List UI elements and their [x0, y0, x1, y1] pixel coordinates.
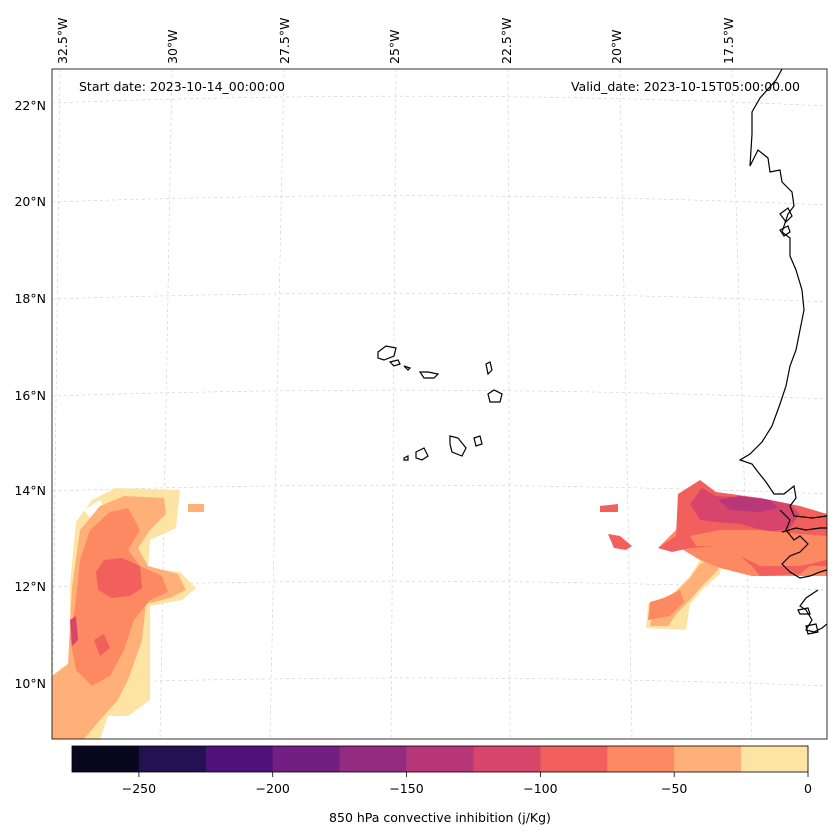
colorbar-swatch-1: [138, 746, 207, 772]
map-frame: [51, 68, 828, 740]
colorbar-tick-m100: −100: [523, 781, 557, 796]
colorbar-swatch-9: [674, 746, 742, 772]
island-brava: [403, 455, 409, 461]
island-santa-luzia: [403, 365, 412, 371]
longitude-labels: 32.5°W 30°W 27.5°W 25°W 22.5°W 20°W 17.5…: [55, 18, 736, 64]
colorbar-tick-m250: −250: [122, 781, 156, 796]
colorbar-tick-m150: −150: [389, 781, 423, 796]
coastlines: [738, 69, 827, 635]
colorbar-swatch-5: [406, 746, 474, 772]
colorbar-swatch-0: [72, 746, 140, 772]
lon-label-32-5w: 32.5°W: [55, 18, 70, 64]
cin-west-fleck: [188, 504, 204, 512]
coastline-gambia: [781, 527, 827, 533]
lat-label-12n: 12°N: [14, 579, 46, 594]
lat-label-14n: 14°N: [14, 483, 46, 498]
lon-label-27-5w: 27.5°W: [277, 18, 292, 64]
lon-label-17-5w: 17.5°W: [721, 18, 736, 64]
island-boa-vista: [487, 389, 503, 403]
colorbar: −250 −200 −150 −100 −50 0 850 hPa convec…: [71, 745, 812, 825]
latitude-labels: 22°N 20°N 18°N 16°N 14°N 12°N 10°N: [14, 98, 46, 691]
lon-label-20w: 20°W: [609, 29, 624, 64]
cin-west-spot-100: [94, 634, 110, 656]
colorbar-ticks: [138, 772, 809, 777]
colorbar-swatch-4: [339, 746, 408, 772]
colorbar-swatch-10: [741, 746, 809, 772]
lat-label-20n: 20°N: [14, 194, 46, 209]
island-maio: [473, 435, 483, 447]
cin-east-fleck-1: [600, 504, 618, 512]
colorbar-tick-0: 0: [804, 781, 812, 796]
lat-label-10n: 10°N: [14, 676, 46, 691]
coastline-senegal-river: [779, 509, 827, 579]
island-sal: [485, 361, 493, 376]
colorbar-swatch-2: [205, 746, 274, 772]
cin-region-west: [52, 488, 204, 739]
coastline-canary-island: [779, 207, 793, 237]
colorbar-swatch-6: [473, 746, 541, 772]
cin-east-band-150: [718, 496, 778, 512]
cin-east-fleck-2: [608, 534, 632, 550]
coastline-guinea: [799, 589, 827, 633]
cin-west-spot-125: [70, 616, 78, 646]
colorbar-swatch-7: [540, 746, 608, 772]
island-sao-vicente: [388, 359, 401, 367]
coastline-west-africa: [738, 69, 827, 519]
cin-west-gap-2: [84, 500, 106, 518]
lat-label-22n: 22°N: [14, 98, 46, 113]
colorbar-frame: [71, 745, 809, 773]
colorbar-tick-m200: −200: [256, 781, 290, 796]
island-santo-antao: [377, 345, 397, 361]
island-sao-nicolau: [418, 371, 440, 379]
colorbar-label: 850 hPa convective inhibition (j/Kg): [329, 810, 551, 825]
lon-label-22-5w: 22.5°W: [499, 18, 514, 64]
colorbar-swatch-8: [607, 746, 675, 772]
island-santiago: [449, 435, 467, 457]
valid-date-label: Valid_date: 2023-10-15T05:00:00.00: [571, 79, 800, 94]
lat-label-16n: 16°N: [14, 388, 46, 403]
lon-label-25w: 25°W: [387, 29, 402, 64]
coastline-guinea-islands: [797, 607, 819, 635]
island-fogo: [415, 447, 429, 461]
lon-label-30w: 30°W: [165, 29, 180, 64]
colorbar-swatch-3: [272, 746, 341, 772]
lat-label-18n: 18°N: [14, 291, 46, 306]
cin-east-band-75b: [648, 590, 684, 620]
cin-west-band-100: [96, 558, 142, 598]
colorbar-swatches: [72, 746, 809, 772]
colorbar-tick-m50: −50: [661, 781, 687, 796]
start-date-label: Start date: 2023-10-14_00:00:00: [79, 79, 285, 94]
cape-verde-islands: [377, 345, 503, 461]
map-panel: Start date: 2023-10-14_00:00:00 Valid_da…: [52, 69, 827, 739]
